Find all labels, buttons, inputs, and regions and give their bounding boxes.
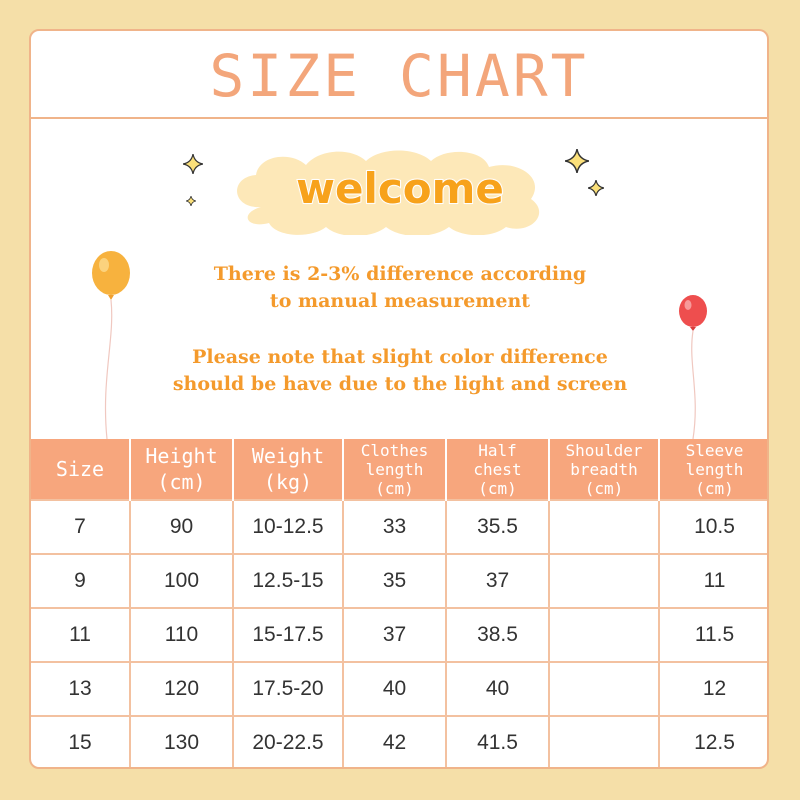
table-cell bbox=[548, 715, 659, 767]
table-cell: 100 bbox=[129, 553, 233, 608]
header-unit: (cm) bbox=[478, 478, 517, 498]
table-cell: 12.5 bbox=[658, 715, 767, 767]
table-cell: 13 bbox=[31, 661, 130, 716]
table-row: 11 110 15-17.5 37 38.5 11.5 bbox=[31, 607, 767, 662]
welcome-heading: welcome bbox=[295, 163, 505, 214]
header-label: breadth bbox=[570, 459, 638, 479]
page-title: SIZE CHART bbox=[209, 42, 589, 110]
color-note: Please note that slight color difference… bbox=[31, 344, 767, 398]
header-label: Clothes bbox=[360, 440, 429, 460]
header-label: length bbox=[365, 459, 424, 479]
table-cell: 37 bbox=[342, 607, 446, 662]
header-label: Size bbox=[55, 457, 105, 481]
header-label: chest bbox=[473, 459, 522, 479]
sparkle-icon bbox=[183, 154, 203, 174]
table-cell: 35.5 bbox=[445, 499, 549, 554]
table-cell bbox=[548, 553, 659, 608]
table-cell: 10-12.5 bbox=[232, 499, 343, 554]
table-cell: 10.5 bbox=[658, 499, 767, 554]
balloon-orange-icon bbox=[92, 251, 130, 440]
table-cell bbox=[548, 607, 659, 662]
header-height: Height (cm) bbox=[129, 439, 233, 500]
table-cell: 120 bbox=[129, 661, 233, 716]
table-cell: 40 bbox=[445, 661, 549, 716]
table-cell: 15-17.5 bbox=[232, 607, 343, 662]
table-cell: 12.5-15 bbox=[232, 553, 343, 608]
table-cell: 9 bbox=[31, 553, 130, 608]
header-label: Height bbox=[145, 444, 218, 468]
size-chart-card: SIZE CHART welcome There is 2-3% differe… bbox=[29, 29, 769, 769]
table-row: 7 90 10-12.5 33 35.5 10.5 bbox=[31, 499, 767, 554]
table-cell: 37 bbox=[445, 553, 549, 608]
table-cell: 41.5 bbox=[445, 715, 549, 767]
header-sleeve-length: Sleeve length (cm) bbox=[658, 439, 767, 500]
color-note-line1: Please note that slight color difference bbox=[192, 346, 608, 368]
table-cell: 130 bbox=[129, 715, 233, 767]
measurement-note-line1: There is 2-3% difference according bbox=[213, 263, 587, 285]
table-cell: 11.5 bbox=[658, 607, 767, 662]
header-half-chest: Half chest (cm) bbox=[445, 439, 549, 500]
header-label: Sleeve bbox=[685, 440, 744, 460]
table-cell: 33 bbox=[342, 499, 446, 554]
table-cell: 20-22.5 bbox=[232, 715, 343, 767]
sparkle-icon bbox=[186, 196, 196, 206]
table-cell: 40 bbox=[342, 661, 446, 716]
table-cell: 38.5 bbox=[445, 607, 549, 662]
header-label: Shoulder bbox=[565, 440, 643, 460]
title-bar: SIZE CHART bbox=[31, 31, 767, 119]
measurement-note: There is 2-3% difference according to ma… bbox=[31, 261, 767, 315]
table-cell: 15 bbox=[31, 715, 130, 767]
header-size: Size bbox=[31, 439, 130, 500]
table-cell: 11 bbox=[658, 553, 767, 608]
balloon-red-icon bbox=[679, 295, 707, 440]
table-cell bbox=[548, 661, 659, 716]
table-cell: 90 bbox=[129, 499, 233, 554]
header-clothes-length: Clothes length (cm) bbox=[342, 439, 446, 500]
table-row: 13 120 17.5-20 40 40 12 bbox=[31, 661, 767, 716]
table-cell: 7 bbox=[31, 499, 130, 554]
header-label: length bbox=[685, 459, 744, 479]
header-label: Half bbox=[478, 440, 517, 460]
table-row: 9 100 12.5-15 35 37 11 bbox=[31, 553, 767, 608]
table-cell: 12 bbox=[658, 661, 767, 716]
measurement-note-line2: to manual measurement bbox=[269, 290, 531, 312]
header-unit: (cm) bbox=[584, 478, 624, 498]
table-cell bbox=[548, 499, 659, 554]
header-weight: Weight (kg) bbox=[232, 439, 343, 500]
table-header-row: Size Height (cm) Weight (kg) Clothes length… bbox=[31, 439, 767, 500]
table-cell: 110 bbox=[129, 607, 233, 662]
table-cell: 42 bbox=[342, 715, 446, 767]
header-shoulder-breadth: Shoulder breadth (cm) bbox=[548, 439, 659, 500]
header-unit: (cm) bbox=[157, 470, 206, 494]
table-cell: 17.5-20 bbox=[232, 661, 343, 716]
sparkle-icon bbox=[588, 180, 604, 196]
header-label: Weight bbox=[251, 444, 325, 468]
sparkle-icon bbox=[565, 149, 589, 173]
table-row: 15 130 20-22.5 42 41.5 12.5 bbox=[31, 715, 767, 767]
header-unit: (cm) bbox=[695, 478, 734, 498]
table-cell: 35 bbox=[342, 553, 446, 608]
cloud-shape bbox=[237, 150, 539, 235]
header-unit: (cm) bbox=[375, 478, 414, 498]
color-note-line2: should be have due to the light and scre… bbox=[172, 373, 628, 395]
size-table: Size Height (cm) Weight (kg) Clothes length… bbox=[31, 439, 767, 767]
table-cell: 11 bbox=[31, 607, 130, 662]
header-unit: (kg) bbox=[263, 470, 313, 494]
